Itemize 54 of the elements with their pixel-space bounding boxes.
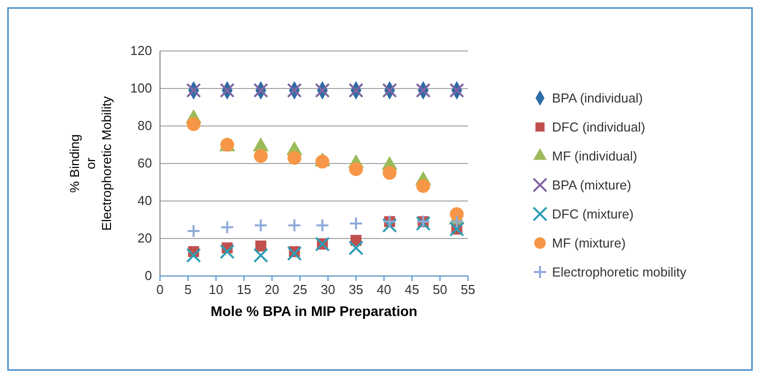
point (186, 248, 202, 263)
legend-label: BPA (mixture) (552, 178, 632, 192)
x-tick-label: 10 (208, 282, 224, 298)
point (349, 162, 363, 176)
legend-label: Electrophoretic mobility (552, 264, 687, 280)
point (220, 220, 234, 234)
point (450, 207, 464, 222)
y-tick-label: 20 (138, 230, 152, 246)
point (287, 150, 302, 165)
point (382, 166, 397, 180)
point (186, 117, 201, 132)
x-tick-label: 0 (156, 282, 164, 298)
x-tick-label: 50 (432, 282, 448, 298)
y-tick-label: 120 (130, 43, 152, 58)
point (254, 218, 268, 232)
point (220, 244, 235, 260)
point (382, 82, 398, 98)
point (253, 248, 268, 263)
point (349, 216, 363, 230)
point (416, 179, 430, 193)
point (286, 82, 302, 98)
legend-label: MF (individual) (552, 148, 638, 164)
y-tick-label: 40 (138, 193, 152, 208)
point (382, 218, 398, 233)
y-tick-label: 100 (130, 80, 152, 96)
point (186, 224, 201, 238)
point (186, 82, 202, 98)
x-tick-label: 5 (184, 282, 192, 298)
x-tick-label: 15 (236, 282, 252, 298)
x-tick-label: 45 (404, 282, 420, 298)
point (314, 82, 330, 98)
x-tick-label: 25 (292, 282, 308, 298)
y-axis-title: % Binding or Electrophoretic Mobility (67, 96, 114, 231)
y-tick-label: 80 (138, 118, 152, 134)
legend-label: DFC (mixture) (552, 206, 634, 222)
point (315, 218, 330, 232)
point (450, 214, 464, 229)
point (286, 246, 302, 261)
legend-label: DFC (individual) (552, 120, 646, 134)
x-tick-label: 35 (348, 282, 364, 298)
x-axis-title: Mole % BPA in MIP Preparation (210, 303, 418, 319)
x-tick-label: 20 (264, 282, 280, 298)
x-tick-label: 55 (460, 282, 476, 298)
y-tick-label: 0 (144, 268, 152, 284)
x-tick-label: 30 (320, 282, 336, 298)
point (287, 218, 302, 232)
x-tick-label: 40 (376, 282, 392, 298)
legend-label: MF (mixture) (552, 236, 626, 250)
y-tick-label: 60 (138, 156, 152, 171)
point (348, 240, 364, 256)
point (315, 154, 330, 169)
point (255, 240, 266, 252)
point (254, 149, 268, 163)
legend-label: BPA (individual) (552, 90, 643, 106)
